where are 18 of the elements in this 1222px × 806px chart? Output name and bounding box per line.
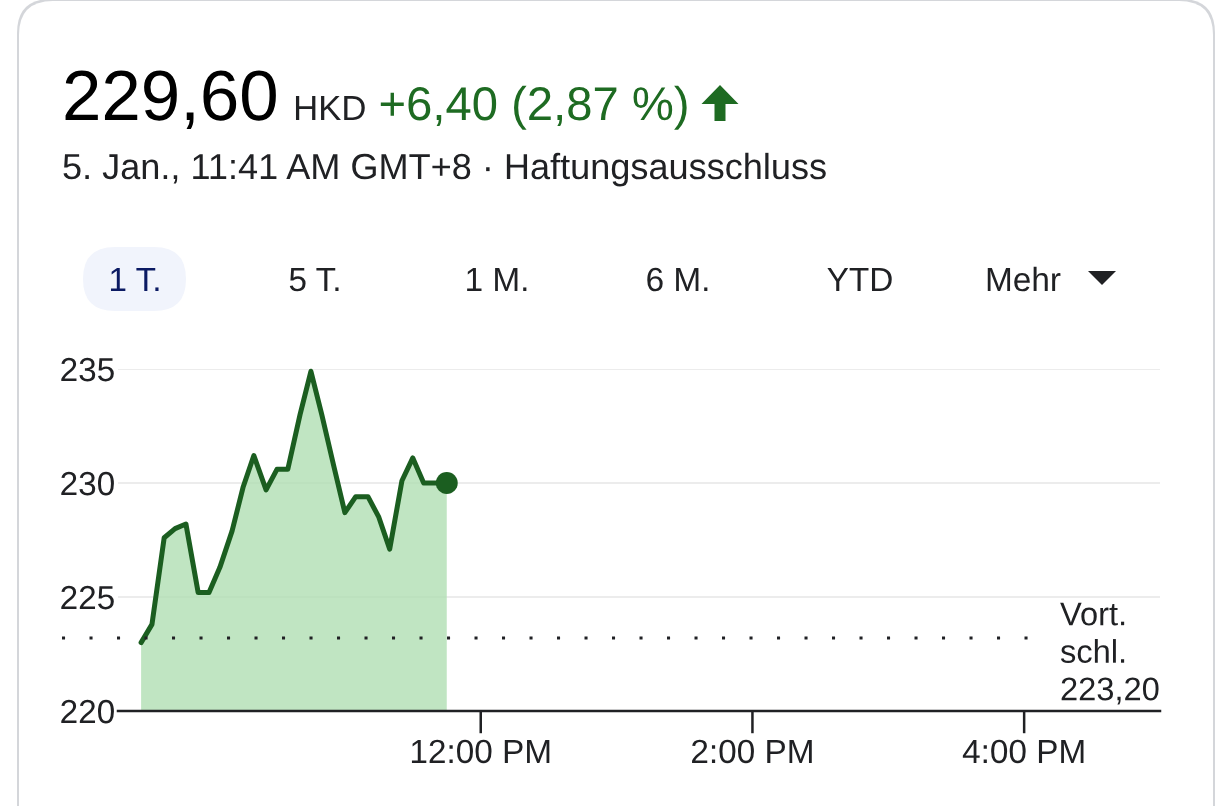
- x-tick-label: 12:00 PM: [411, 739, 550, 764]
- text: +6,40 (2,87 %): [380, 85, 687, 130]
- y-tick-label: 225: [61, 585, 114, 610]
- x-tick-label: 4:00 PM: [962, 739, 1084, 764]
- ref-line-label: Vort. schl. 223,20: [1060, 602, 1159, 705]
- text: YTD: [827, 268, 892, 291]
- chart-subtitle: 5. Jan., 11:41 AM GMT+8 · Haftungsausschluss: [63, 152, 826, 187]
- y-tick-label: 235: [61, 357, 114, 382]
- text: 1 T.: [110, 268, 159, 291]
- x-tick-label: 2:00 PM: [692, 739, 812, 764]
- chart-title: 229,60: [65, 70, 276, 130]
- text: HKD: [295, 96, 365, 120]
- y-tick-label: 220: [61, 699, 114, 724]
- text: 5 T.: [289, 268, 339, 292]
- y-tick-label: 230: [61, 471, 114, 496]
- text: 1 M.: [467, 268, 527, 291]
- text: Mehr: [987, 266, 1061, 292]
- text: 6 M.: [647, 267, 708, 292]
